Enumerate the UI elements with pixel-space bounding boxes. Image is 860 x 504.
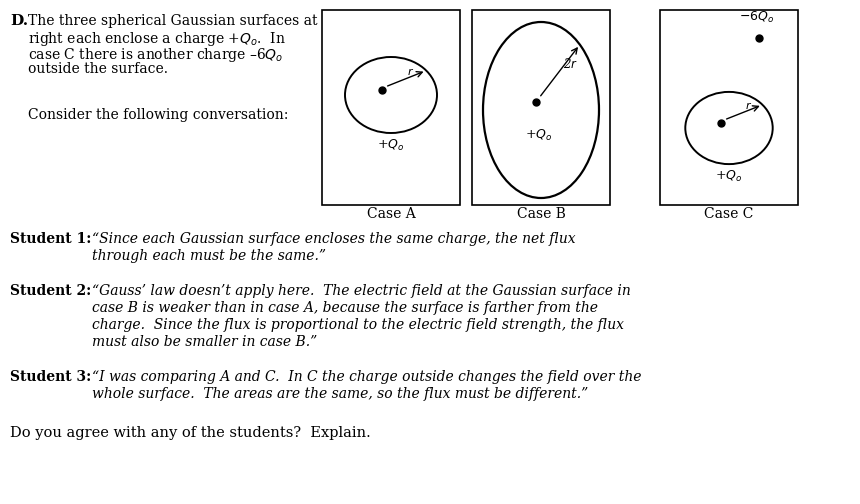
Text: D.: D. bbox=[10, 14, 28, 28]
Text: Case B: Case B bbox=[517, 207, 565, 221]
Text: Case C: Case C bbox=[704, 207, 753, 221]
Text: “Since each Gaussian surface encloses the same charge, the net flux: “Since each Gaussian surface encloses th… bbox=[92, 232, 575, 246]
Bar bbox=[660, 10, 798, 205]
Text: whole surface.  The areas are the same, so the flux must be different.”: whole surface. The areas are the same, s… bbox=[92, 387, 588, 401]
Text: Student 1:: Student 1: bbox=[10, 232, 91, 246]
Text: charge.  Since the flux is proportional to the electric field strength, the flux: charge. Since the flux is proportional t… bbox=[92, 318, 624, 332]
Text: $-6Q_o$: $-6Q_o$ bbox=[739, 10, 774, 25]
Text: Case A: Case A bbox=[366, 207, 415, 221]
Text: The three spherical Gaussian surfaces at: The three spherical Gaussian surfaces at bbox=[28, 14, 317, 28]
Text: outside the surface.: outside the surface. bbox=[28, 62, 168, 76]
Text: Student 3:: Student 3: bbox=[10, 370, 91, 384]
Text: through each must be the same.”: through each must be the same.” bbox=[92, 249, 326, 263]
Text: +$Q_o$: +$Q_o$ bbox=[378, 138, 405, 153]
Text: must also be smaller in case B.”: must also be smaller in case B.” bbox=[92, 335, 317, 349]
Text: case B is weaker than in case A, because the surface is farther from the: case B is weaker than in case A, because… bbox=[92, 301, 598, 315]
Text: $r$: $r$ bbox=[745, 100, 752, 111]
Bar bbox=[472, 10, 610, 205]
Text: +$Q_o$: +$Q_o$ bbox=[525, 128, 553, 143]
Text: +$Q_o$: +$Q_o$ bbox=[716, 169, 743, 184]
Text: Student 2:: Student 2: bbox=[10, 284, 91, 298]
Text: Do you agree with any of the students?  Explain.: Do you agree with any of the students? E… bbox=[10, 426, 371, 440]
Bar bbox=[322, 10, 460, 205]
Text: “Gauss’ law doesn’t apply here.  The electric field at the Gaussian surface in: “Gauss’ law doesn’t apply here. The elec… bbox=[92, 284, 630, 298]
Text: Consider the following conversation:: Consider the following conversation: bbox=[28, 108, 288, 122]
Text: “I was comparing A and C.  In C the charge outside changes the field over the: “I was comparing A and C. In C the charg… bbox=[92, 370, 642, 384]
Text: right each enclose a charge +$Q_o$.  In: right each enclose a charge +$Q_o$. In bbox=[28, 30, 286, 48]
Text: $r$: $r$ bbox=[407, 67, 415, 77]
Text: case C there is another charge –6$Q_o$: case C there is another charge –6$Q_o$ bbox=[28, 46, 284, 64]
Text: 2$r$: 2$r$ bbox=[563, 57, 578, 71]
